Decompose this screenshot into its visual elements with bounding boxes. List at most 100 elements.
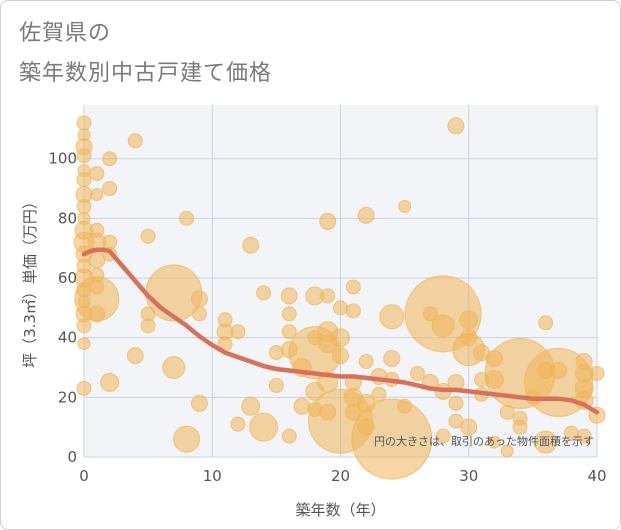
data-bubble xyxy=(76,198,92,214)
data-bubble xyxy=(357,206,375,224)
data-bubble xyxy=(358,354,374,370)
data-bubble xyxy=(179,210,195,226)
data-bubble xyxy=(435,428,451,444)
data-bubble xyxy=(281,324,297,340)
data-bubble xyxy=(242,236,260,254)
data-bubble xyxy=(77,128,91,142)
data-bubble xyxy=(190,394,208,412)
data-bubble xyxy=(499,404,515,420)
data-bubble xyxy=(127,133,143,149)
x-tick-label: 0 xyxy=(79,467,89,485)
data-bubble xyxy=(397,398,413,414)
data-bubble xyxy=(474,371,490,387)
data-bubble xyxy=(249,412,279,442)
data-bubble xyxy=(100,372,120,392)
y-tick-label: 100 xyxy=(48,150,77,168)
bubble-size-note: 円の大きさは、取引のあった物件面積を示す xyxy=(374,434,594,448)
data-bubble xyxy=(89,222,105,238)
data-bubble xyxy=(534,430,558,454)
data-bubble xyxy=(447,117,465,135)
data-bubble xyxy=(460,329,478,347)
data-bubble xyxy=(379,304,405,330)
y-tick-label: 0 xyxy=(67,448,77,466)
data-bubble xyxy=(77,337,91,351)
data-bubble xyxy=(230,324,246,340)
y-tick-label: 20 xyxy=(58,388,77,406)
data-bubble xyxy=(77,295,91,309)
data-bubble xyxy=(191,306,207,322)
data-bubble xyxy=(460,418,478,436)
data-bubble xyxy=(173,425,201,453)
data-bubble xyxy=(76,258,92,274)
chart-title-line2: 築年数別中古戸建て価格 xyxy=(19,61,273,86)
data-bubble xyxy=(256,285,272,301)
data-bubble xyxy=(89,166,105,182)
data-bubble xyxy=(90,187,104,201)
x-tick-label: 10 xyxy=(203,467,222,485)
data-bubble xyxy=(77,164,91,178)
data-bubble xyxy=(512,419,528,435)
data-bubble xyxy=(576,428,592,444)
data-bubble xyxy=(409,365,425,381)
trend-line xyxy=(81,247,600,415)
data-bubble xyxy=(102,151,118,167)
data-bubble xyxy=(140,228,156,244)
data-bubble xyxy=(344,403,362,421)
data-bubble xyxy=(356,393,376,413)
data-bubble xyxy=(345,279,361,295)
data-bubble xyxy=(88,305,106,323)
data-bubble xyxy=(357,418,375,436)
data-bubble xyxy=(281,428,297,444)
data-bubble xyxy=(345,303,361,319)
x-axis-label: 築年数（年） xyxy=(295,501,385,519)
y-tick-label: 60 xyxy=(58,269,77,287)
data-bubble xyxy=(319,403,337,421)
data-bubble xyxy=(230,416,246,432)
data-bubble xyxy=(333,300,348,316)
x-tick-label: 20 xyxy=(331,467,350,485)
data-bubble xyxy=(268,345,284,361)
data-bubble xyxy=(89,279,105,295)
data-bubble xyxy=(126,347,144,365)
data-bubble xyxy=(162,356,186,380)
data-bubble xyxy=(76,115,92,131)
data-bubble xyxy=(538,315,554,331)
data-bubble xyxy=(422,306,438,322)
data-bubble xyxy=(331,328,350,348)
data-bubble xyxy=(241,396,261,416)
data-bubble xyxy=(77,211,91,225)
data-bubble xyxy=(305,381,325,401)
data-bubble xyxy=(76,148,92,164)
tick-labels: 0 10 20 30 40 0 20 40 60 80 100 xyxy=(48,150,606,485)
data-bubble xyxy=(307,330,323,346)
data-bubble xyxy=(280,287,298,305)
y-tick-label: 40 xyxy=(58,329,77,347)
y-axis-label: 坪（3.3㎡）単価（万円） xyxy=(21,194,39,368)
data-bubble xyxy=(307,401,323,417)
data-bubble xyxy=(280,341,298,359)
data-bubble xyxy=(448,395,464,411)
y-tick-label: 80 xyxy=(58,209,77,227)
data-bubble xyxy=(140,318,156,334)
x-tick-label: 30 xyxy=(459,467,478,485)
data-bubble xyxy=(398,199,412,213)
data-bubble xyxy=(459,310,479,330)
data-bubble xyxy=(76,318,92,334)
data-bubble xyxy=(319,212,337,230)
data-bubble xyxy=(589,365,605,381)
data-bubble xyxy=(431,314,455,338)
data-bubble xyxy=(487,435,501,449)
data-bubble xyxy=(320,288,336,304)
data-bubble xyxy=(550,361,568,379)
data-bubble xyxy=(268,377,284,393)
data-bubble xyxy=(448,413,464,429)
data-bubble xyxy=(575,353,593,371)
data-bubble xyxy=(190,290,208,308)
data-bubble xyxy=(217,312,233,328)
data-bubble xyxy=(383,350,401,368)
data-bubble xyxy=(371,386,387,402)
data-bubble xyxy=(485,350,503,368)
data-bubble xyxy=(102,181,118,197)
